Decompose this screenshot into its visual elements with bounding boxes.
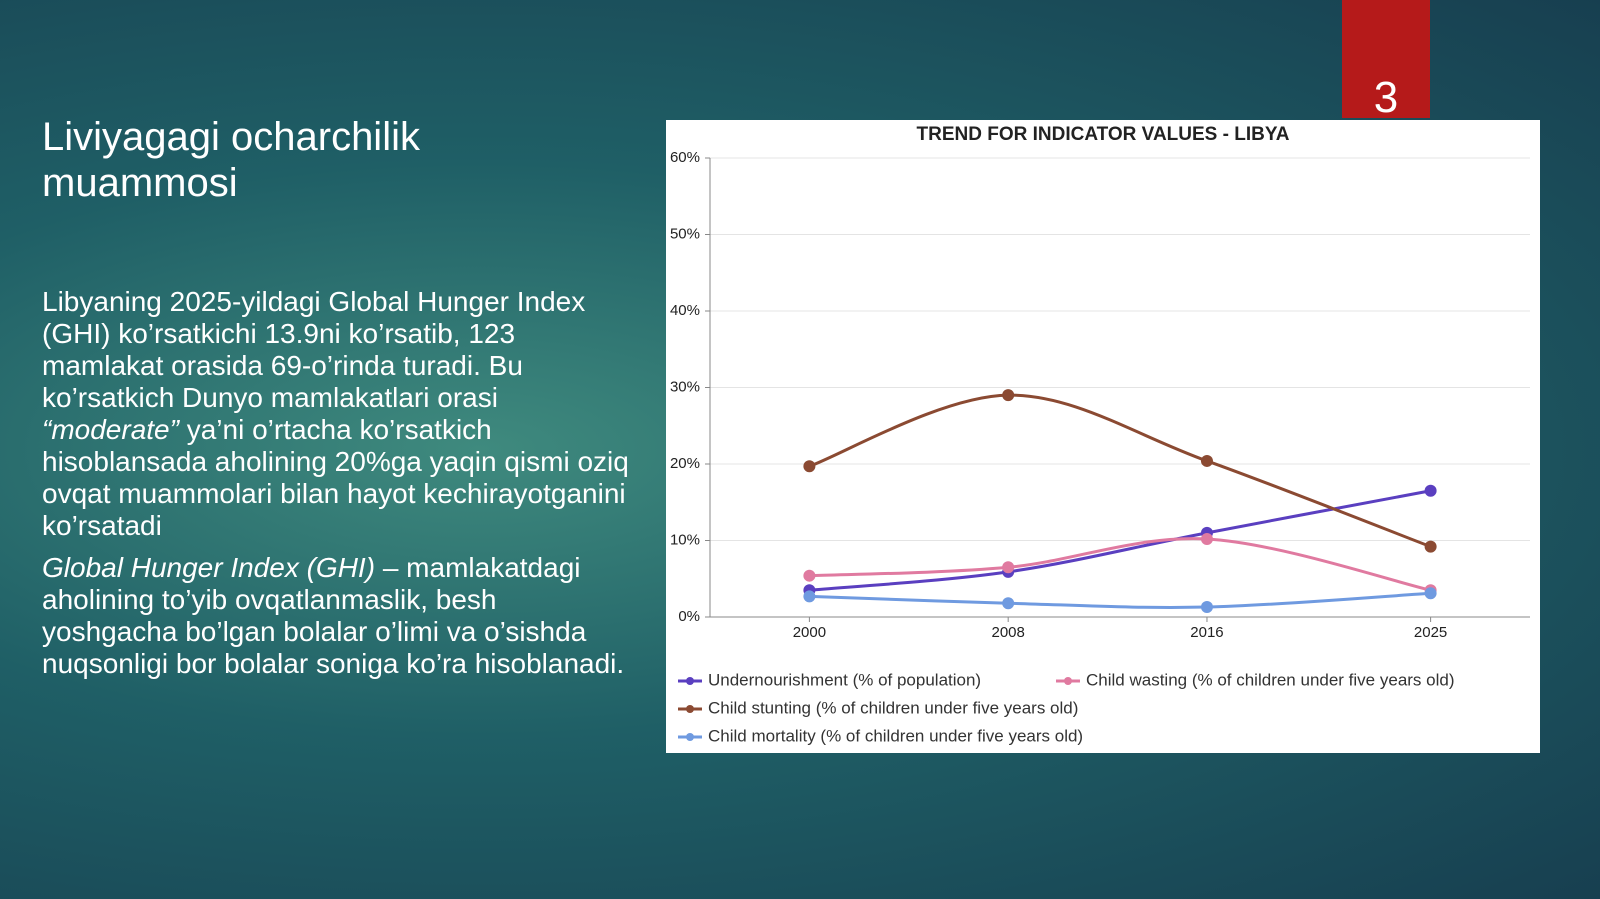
paragraph: Global Hunger Index (GHI) – mamlakatdagi…: [42, 552, 632, 680]
text-run: – mamlakatdagi aholining to’yib ovqatlan…: [42, 552, 625, 679]
y-tick-label: 60%: [670, 149, 700, 166]
legend-label: Child wasting (% of children under five …: [1086, 670, 1455, 689]
y-tick-label: 20%: [670, 455, 700, 472]
data-point: [1424, 540, 1437, 553]
paragraph: Libyaning 2025-yildagi Global Hunger Ind…: [42, 286, 632, 542]
slide-title: Liviyagagi ocharchilik muammosi: [42, 115, 420, 205]
data-point: [803, 590, 816, 603]
y-tick-label: 40%: [670, 302, 700, 319]
y-tick-label: 0%: [678, 608, 700, 625]
chart: TREND FOR INDICATOR VALUES - LIBYA 0% 10%…: [666, 120, 1540, 753]
data-point: [1200, 601, 1213, 614]
text-run: Global Hunger Index (GHI): [42, 552, 376, 583]
x-tick-label: 2025: [1414, 624, 1447, 641]
data-point: [1200, 532, 1213, 545]
slide-body: Libyaning 2025-yildagi Global Hunger Ind…: [42, 286, 632, 690]
legend-label: Undernourishment (% of population): [708, 670, 981, 689]
page-number: 3: [1342, 0, 1430, 122]
data-point: [1424, 484, 1437, 497]
text-run: Libyaning 2025-yildagi Global Hunger Ind…: [42, 286, 586, 413]
legend-swatch-dot: [686, 733, 694, 741]
y-tick-label: 30%: [670, 378, 700, 395]
x-tick-label: 2000: [793, 624, 826, 641]
y-tick-label: 50%: [670, 225, 700, 242]
data-point: [803, 569, 816, 582]
legend-swatch-dot: [686, 705, 694, 713]
data-point: [1424, 587, 1437, 600]
legend-label: Child stunting (% of children under five…: [708, 698, 1078, 717]
series-line: [809, 591, 1431, 609]
series-line: [808, 393, 1432, 549]
x-tick-label: 2008: [991, 624, 1024, 641]
data-point: [1200, 454, 1213, 467]
data-point: [1002, 561, 1015, 574]
text-run: ya’ni o’rtacha ko’rsatkich hisoblansada …: [42, 414, 629, 541]
y-tick-label: 10%: [670, 531, 700, 548]
series-line: [809, 537, 1431, 592]
x-tick-label: 2016: [1190, 624, 1223, 641]
data-point: [1002, 389, 1015, 402]
legend-label: Child mortality (% of children under fiv…: [708, 726, 1083, 745]
data-point: [1002, 597, 1015, 610]
legend-swatch-dot: [1064, 677, 1072, 685]
chart-title: TREND FOR INDICATOR VALUES - LIBYA: [917, 124, 1290, 145]
text-run: “moderate”: [42, 414, 179, 445]
legend-swatch-dot: [686, 677, 694, 685]
data-point: [803, 460, 816, 473]
